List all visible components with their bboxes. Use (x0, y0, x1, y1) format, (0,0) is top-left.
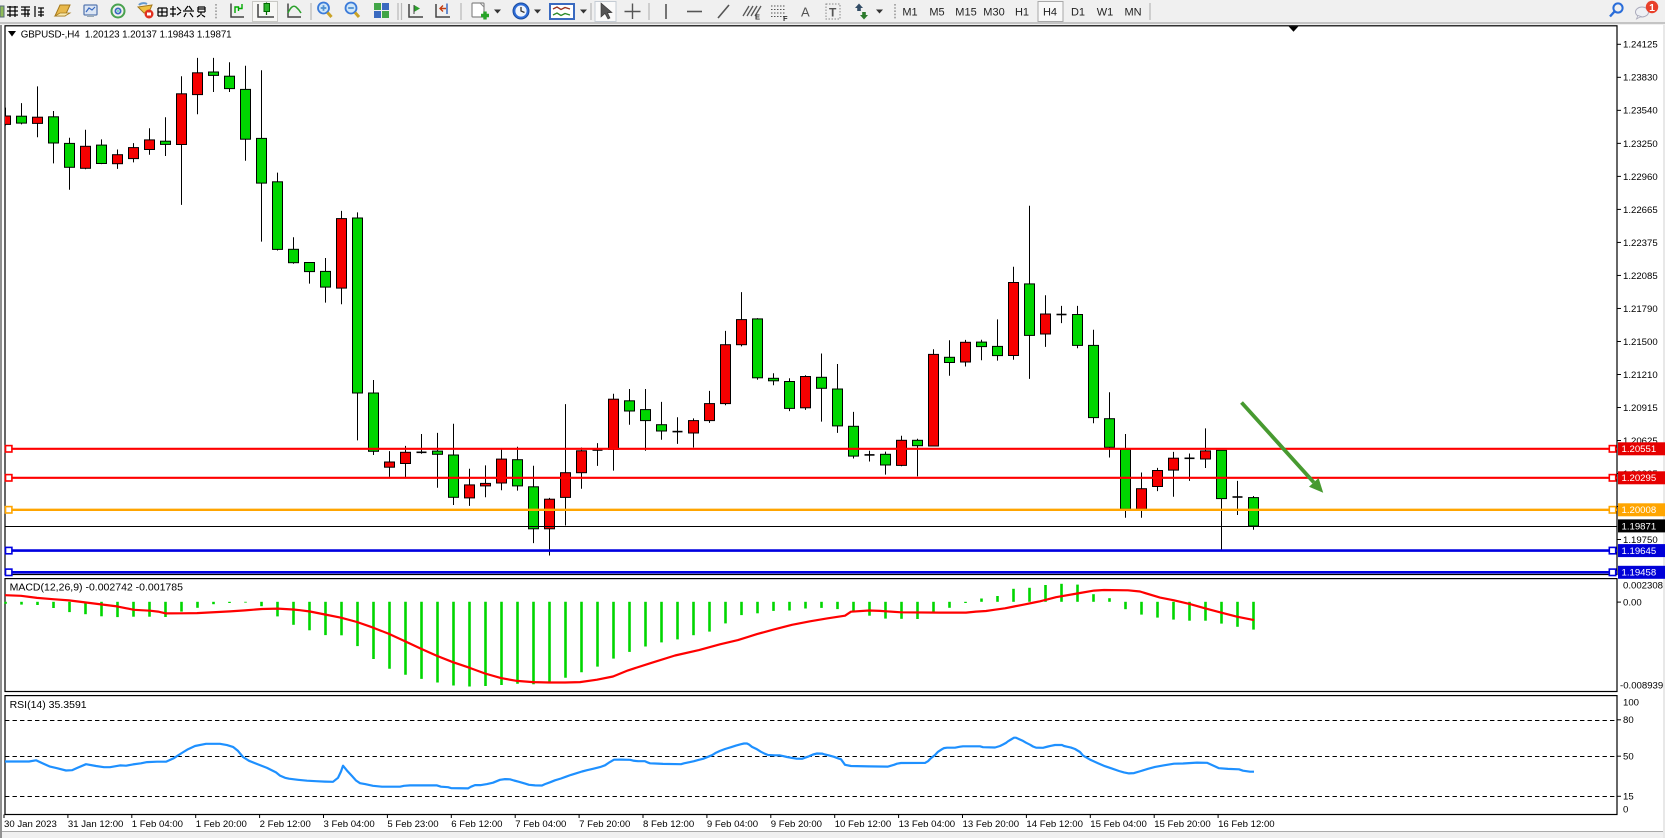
svg-text:100: 100 (1623, 697, 1639, 708)
svg-text:1.23250: 1.23250 (1623, 139, 1658, 150)
svg-text:13 Feb 20:00: 13 Feb 20:00 (963, 819, 1020, 830)
svg-text:3 Feb 04:00: 3 Feb 04:00 (324, 819, 375, 830)
svg-text:16 Feb 12:00: 16 Feb 12:00 (1218, 819, 1275, 830)
svg-text:T: T (829, 6, 837, 20)
svg-text:M15: M15 (955, 7, 976, 19)
svg-text:A: A (801, 5, 810, 20)
svg-text:RSI(14) 35.3591: RSI(14) 35.3591 (10, 699, 87, 711)
svg-text:30 Jan 2023: 30 Jan 2023 (4, 819, 57, 830)
svg-text:2 Feb 12:00: 2 Feb 12:00 (260, 819, 311, 830)
svg-text:1.22665: 1.22665 (1623, 205, 1658, 216)
svg-text:13 Feb 04:00: 13 Feb 04:00 (899, 819, 956, 830)
svg-text:7 Feb 20:00: 7 Feb 20:00 (579, 819, 630, 830)
svg-text:-0.008939: -0.008939 (1620, 680, 1663, 691)
svg-text:1: 1 (1649, 2, 1655, 14)
svg-text:1.22085: 1.22085 (1623, 271, 1658, 282)
svg-text:1.19645: 1.19645 (1622, 546, 1657, 557)
svg-text:1.21500: 1.21500 (1623, 337, 1658, 348)
svg-text:W1: W1 (1097, 7, 1114, 19)
svg-text:6 Feb 12:00: 6 Feb 12:00 (451, 819, 502, 830)
svg-text:1.19458: 1.19458 (1622, 568, 1657, 579)
svg-text:1.19750: 1.19750 (1623, 535, 1658, 546)
svg-text:1 Feb 20:00: 1 Feb 20:00 (196, 819, 247, 830)
svg-text:1.21210: 1.21210 (1623, 370, 1658, 381)
svg-text:15 Feb 20:00: 15 Feb 20:00 (1154, 819, 1211, 830)
svg-text:F: F (783, 14, 788, 23)
svg-text:15 Feb 04:00: 15 Feb 04:00 (1090, 819, 1147, 830)
svg-text:1.23830: 1.23830 (1623, 73, 1658, 84)
svg-text:5 Feb 23:00: 5 Feb 23:00 (387, 819, 438, 830)
svg-text:9 Feb 20:00: 9 Feb 20:00 (771, 819, 822, 830)
svg-text:9 Feb 04:00: 9 Feb 04:00 (707, 819, 758, 830)
svg-text:1.20295: 1.20295 (1622, 473, 1657, 484)
svg-text:0: 0 (1623, 804, 1628, 815)
svg-text:15: 15 (1623, 792, 1634, 803)
svg-text:8 Feb 12:00: 8 Feb 12:00 (643, 819, 694, 830)
svg-text:1.23540: 1.23540 (1623, 106, 1658, 117)
svg-text:H1: H1 (1015, 7, 1029, 19)
svg-text:MACD(12,26,9) -0.002742 -0.001: MACD(12,26,9) -0.002742 -0.001785 (10, 582, 184, 594)
svg-text:1.24125: 1.24125 (1623, 40, 1658, 51)
svg-text:MN: MN (1124, 7, 1141, 19)
svg-text:1.19871: 1.19871 (1622, 521, 1657, 532)
svg-text:0.002308: 0.002308 (1623, 581, 1663, 592)
svg-text:H4: H4 (1043, 7, 1057, 19)
svg-text:1.20915: 1.20915 (1623, 403, 1658, 414)
svg-text:M30: M30 (983, 7, 1004, 19)
svg-text:E: E (755, 13, 760, 22)
svg-text:0.00: 0.00 (1623, 598, 1642, 609)
svg-text:1.21790: 1.21790 (1623, 304, 1658, 315)
svg-text:50: 50 (1623, 752, 1634, 763)
svg-text:1 Feb 04:00: 1 Feb 04:00 (132, 819, 183, 830)
svg-text:1.20625: 1.20625 (1623, 436, 1658, 447)
svg-text:1.22375: 1.22375 (1623, 238, 1658, 249)
svg-text:1.20551: 1.20551 (1622, 444, 1657, 455)
svg-text:10 Feb 12:00: 10 Feb 12:00 (835, 819, 892, 830)
svg-text:1.22960: 1.22960 (1623, 172, 1658, 183)
svg-text:M5: M5 (929, 7, 944, 19)
svg-text:M1: M1 (902, 7, 917, 19)
svg-text:1.20008: 1.20008 (1622, 505, 1657, 516)
svg-text:80: 80 (1623, 715, 1634, 726)
svg-text:GBPUSD-,H4 1.20123 1.20137 1.: GBPUSD-,H4 1.20123 1.20137 1.19843 1.198… (21, 30, 232, 41)
svg-text:7 Feb 04:00: 7 Feb 04:00 (515, 819, 566, 830)
svg-text:31 Jan 12:00: 31 Jan 12:00 (68, 819, 123, 830)
svg-text:D1: D1 (1071, 7, 1085, 19)
svg-text:14 Feb 12:00: 14 Feb 12:00 (1026, 819, 1083, 830)
